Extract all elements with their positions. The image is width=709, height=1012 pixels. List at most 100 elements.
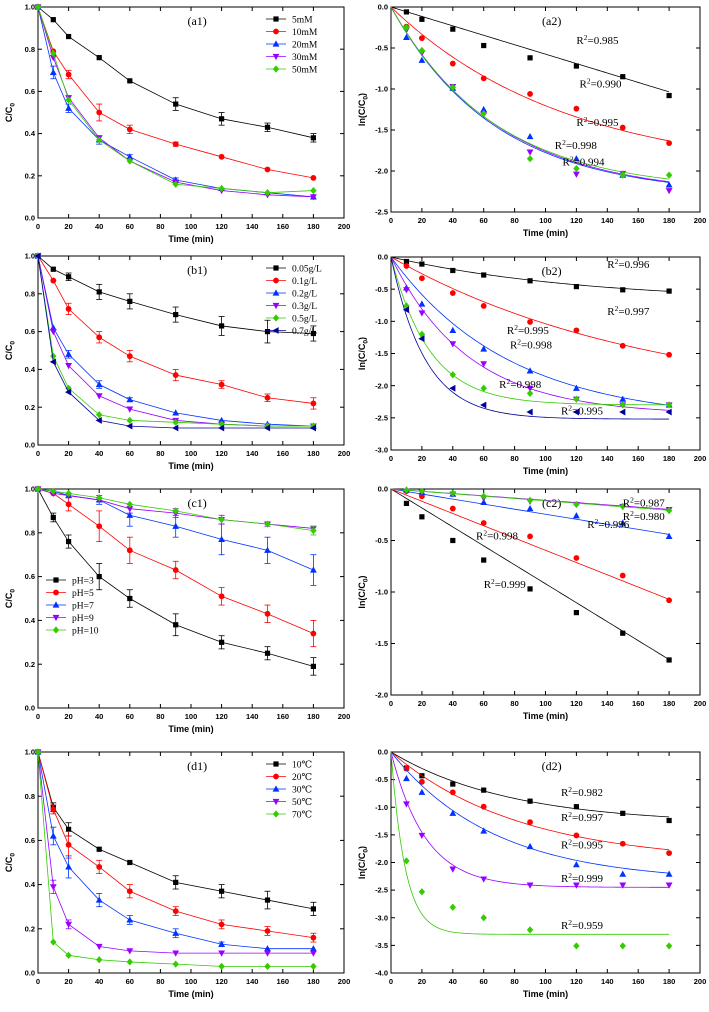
- data-point: [619, 171, 626, 179]
- y-tick-label: 0.6: [25, 572, 35, 581]
- data-point: [52, 626, 60, 634]
- y-axis-title: C/C0: [4, 103, 17, 123]
- x-tick-label: 60: [126, 712, 134, 721]
- chart-a2: 0 20 40 60 80 100 120 140 160 180 200 -2.5 -2.0 -1.5 -…: [357, 3, 706, 238]
- legend: 0.05g/L 0.1g/L 0.2g/L 0.3g/L 0.5g/L 0.7g/L: [266, 265, 322, 337]
- legend-label: pH=5: [72, 589, 94, 599]
- panel-label: (a2): [542, 14, 561, 28]
- x-tick-label: 200: [338, 222, 351, 231]
- x-tick-label: 20: [418, 699, 426, 708]
- data-point: [127, 595, 133, 602]
- legend-label: 0.05g/L: [292, 265, 322, 275]
- data-point: [264, 166, 271, 173]
- y-tick-label: 0.8: [25, 45, 35, 54]
- x-tick-label: 0: [36, 222, 40, 231]
- data-point: [665, 532, 673, 539]
- x-tick-label: 120: [215, 449, 228, 458]
- data-point: [665, 942, 673, 950]
- x-tick-label: 120: [570, 699, 583, 708]
- data-point: [264, 394, 271, 401]
- data-point: [666, 140, 672, 147]
- fit-curve: [390, 488, 670, 600]
- x-tick-label: 120: [215, 222, 228, 231]
- data-point: [264, 650, 271, 656]
- y-tick-label: -1.5: [375, 639, 388, 648]
- x-tick-label: 180: [307, 977, 320, 986]
- data-point: [96, 289, 102, 295]
- data-point: [480, 914, 487, 922]
- x-tick-label: 20: [418, 977, 426, 986]
- data-point: [665, 171, 673, 179]
- chart-a1: 0 20 40 60 80 100 120 140 160 180 200 0.0 0.2 0.4 0.6 0…: [4, 3, 350, 244]
- x-tick-label: 180: [307, 449, 320, 458]
- data-point: [403, 500, 410, 507]
- x-tick-label: 20: [418, 216, 426, 225]
- x-tick-label: 180: [307, 222, 320, 231]
- x-tick-label: 80: [510, 216, 518, 225]
- data-point: [65, 501, 72, 508]
- data-point: [218, 593, 225, 600]
- legend-label: pH=7: [72, 602, 94, 612]
- y-tick-label: 0.6: [25, 327, 35, 336]
- data-point: [620, 630, 626, 636]
- legend-label: 30℃: [292, 786, 313, 796]
- y-tick-label: -2.5: [375, 208, 388, 217]
- data-point: [96, 411, 103, 419]
- data-point: [272, 314, 280, 322]
- data-point: [419, 275, 425, 282]
- y-tick-label: -4.0: [375, 969, 388, 978]
- data-point: [50, 266, 56, 272]
- legend: 10℃ 20℃ 30℃ 50℃ 70℃: [266, 761, 313, 821]
- data-point: [95, 943, 103, 951]
- data-point: [480, 827, 488, 834]
- x-tick-label: 80: [510, 454, 518, 463]
- series-10℃: [35, 749, 317, 916]
- r2-label: R2=0.998: [555, 138, 598, 152]
- data-point: [219, 639, 225, 645]
- data-point: [66, 33, 72, 40]
- data-point: [310, 945, 317, 952]
- data-point: [263, 424, 271, 432]
- data-point: [272, 810, 280, 818]
- y-tick-label: 0.0: [378, 485, 388, 494]
- x-tick-label: 140: [246, 449, 259, 458]
- data-point: [264, 124, 271, 130]
- r2-label: R2=0.995: [507, 323, 550, 337]
- data-point: [665, 181, 673, 188]
- x-tick-label: 20: [64, 222, 72, 231]
- r2-label: R2=0.999: [484, 577, 527, 591]
- data-point: [526, 504, 534, 512]
- series-pH=5: R2=0.998: [390, 488, 672, 604]
- r2-label: R2=0.995: [561, 838, 604, 852]
- x-tick-label: 60: [480, 216, 488, 225]
- data-point: [619, 401, 626, 409]
- data-point: [665, 401, 673, 409]
- data-point: [526, 155, 534, 163]
- r2-label: R2=0.998: [510, 337, 553, 351]
- data-point: [218, 940, 225, 947]
- data-point: [666, 850, 672, 857]
- series-line: [37, 255, 314, 427]
- data-point: [419, 514, 425, 520]
- series-line: [37, 6, 314, 179]
- y-tick-label: 0.0: [25, 441, 35, 450]
- data-point: [126, 547, 133, 554]
- series-line: [37, 255, 314, 427]
- data-point: [449, 789, 456, 796]
- panel-label: (c2): [542, 496, 561, 510]
- data-point: [272, 40, 280, 47]
- data-point: [273, 277, 279, 284]
- fit-curve: [390, 751, 670, 935]
- x-tick-label: 200: [694, 699, 707, 708]
- panel-label: (d1): [187, 759, 207, 773]
- x-tick-label: 60: [480, 454, 488, 463]
- data-point: [264, 329, 271, 335]
- y-tick-label: -0.5: [375, 44, 388, 53]
- series-line: [37, 6, 314, 139]
- data-point: [272, 798, 280, 806]
- x-tick-label: 120: [215, 712, 228, 721]
- y-tick-label: -1.0: [375, 85, 388, 94]
- data-point: [573, 327, 580, 334]
- data-point: [527, 55, 533, 61]
- x-tick-label: 60: [126, 977, 134, 986]
